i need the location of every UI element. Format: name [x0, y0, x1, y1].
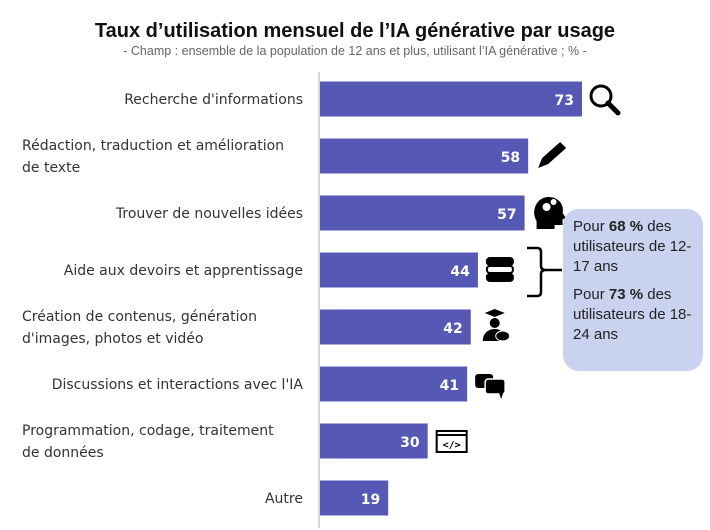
category-label: Aide aux devoirs et apprentissage — [64, 263, 303, 279]
category-label: Autre — [265, 491, 303, 507]
head-gears-icon — [534, 197, 567, 229]
category-label: Programmation, codage, traitement — [22, 423, 274, 439]
chart-title: Taux d’utilisation mensuel de l’IA génér… — [94, 20, 616, 42]
bar — [320, 423, 428, 459]
value-label: 42 — [443, 321, 462, 337]
value-label: 30 — [400, 435, 420, 451]
bar — [320, 309, 471, 345]
magnifier-icon — [589, 84, 621, 116]
annotation-12-17: Pour 68 % des utilisateurs de 12-17 ans — [573, 218, 692, 275]
category-label: Création de contenus, génération — [22, 309, 257, 325]
code-window-icon: </> — [435, 430, 468, 453]
chat-bubbles-icon — [475, 374, 506, 399]
bar — [320, 252, 478, 288]
annotation-callout: Pour 68 % des utilisateurs de 12-17 ans … — [563, 209, 703, 371]
bar — [320, 138, 529, 174]
value-label: 73 — [555, 93, 574, 109]
value-label: 41 — [440, 378, 459, 394]
category-label: Rédaction, traduction et amélioration — [22, 138, 284, 154]
value-label: 19 — [361, 492, 380, 508]
value-label: 57 — [497, 207, 516, 223]
category-label: d'images, photos et vidéo — [22, 331, 203, 347]
artist-icon — [482, 309, 511, 342]
bar — [320, 366, 468, 402]
bar — [320, 480, 389, 516]
brace-icon — [527, 246, 562, 298]
annotation-18-24: Pour 73 % des utilisateurs de 18-24 ans — [573, 286, 692, 343]
category-label: de texte — [22, 160, 80, 176]
value-label: 58 — [501, 150, 520, 166]
category-label: Discussions et interactions avec l'IA — [52, 377, 304, 393]
chart-subtitle: - Champ : ensemble de la population de 1… — [123, 44, 587, 58]
svg-text:</>: </> — [443, 440, 461, 451]
bar — [320, 81, 582, 117]
category-label: Trouver de nouvelles idées — [115, 206, 303, 222]
pencil-icon — [538, 142, 567, 168]
books-icon — [485, 257, 514, 282]
value-label: 44 — [450, 264, 470, 280]
bar — [320, 195, 525, 231]
category-label: de données — [22, 445, 104, 461]
category-label: Recherche d'informations — [124, 92, 303, 108]
